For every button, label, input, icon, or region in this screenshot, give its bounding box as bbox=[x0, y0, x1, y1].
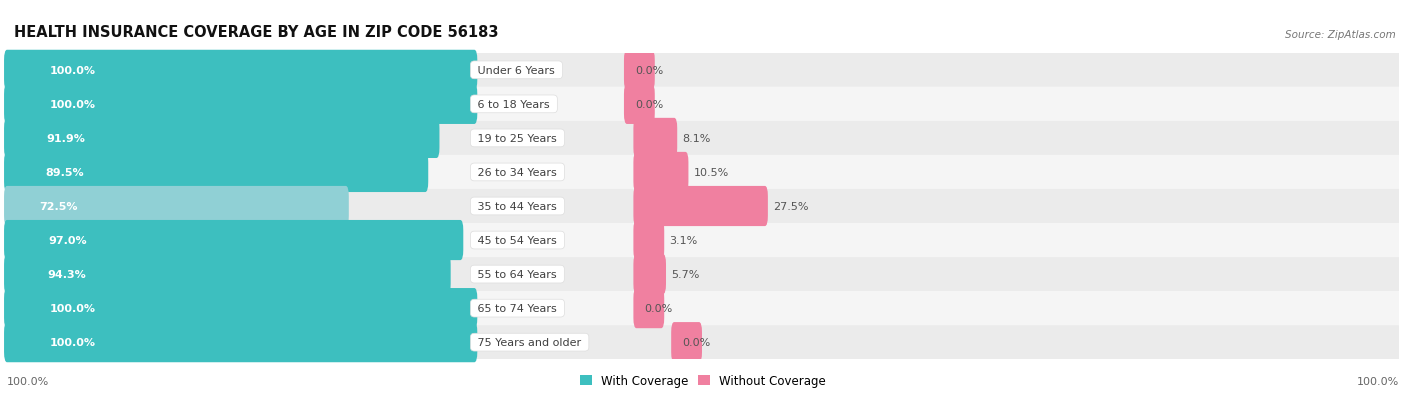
FancyBboxPatch shape bbox=[671, 322, 702, 362]
Text: 94.3%: 94.3% bbox=[48, 269, 86, 280]
Text: Source: ZipAtlas.com: Source: ZipAtlas.com bbox=[1285, 30, 1396, 40]
FancyBboxPatch shape bbox=[7, 54, 1399, 88]
FancyBboxPatch shape bbox=[4, 119, 440, 159]
FancyBboxPatch shape bbox=[7, 325, 1399, 359]
Text: 100.0%: 100.0% bbox=[49, 66, 96, 76]
FancyBboxPatch shape bbox=[4, 288, 477, 328]
Text: 10.5%: 10.5% bbox=[693, 168, 728, 178]
FancyBboxPatch shape bbox=[7, 223, 1399, 257]
Text: 55 to 64 Years: 55 to 64 Years bbox=[474, 269, 561, 280]
FancyBboxPatch shape bbox=[4, 221, 464, 261]
FancyBboxPatch shape bbox=[633, 186, 768, 227]
Text: 26 to 34 Years: 26 to 34 Years bbox=[474, 168, 561, 178]
Legend: With Coverage, Without Coverage: With Coverage, Without Coverage bbox=[579, 374, 827, 387]
Text: 5.7%: 5.7% bbox=[671, 269, 699, 280]
Text: 97.0%: 97.0% bbox=[48, 235, 87, 245]
FancyBboxPatch shape bbox=[624, 85, 655, 125]
Text: 0.0%: 0.0% bbox=[636, 100, 664, 109]
FancyBboxPatch shape bbox=[7, 292, 1399, 325]
FancyBboxPatch shape bbox=[624, 51, 655, 91]
Text: 100.0%: 100.0% bbox=[49, 337, 96, 347]
Text: 100.0%: 100.0% bbox=[7, 376, 49, 386]
FancyBboxPatch shape bbox=[4, 51, 477, 91]
Text: 6 to 18 Years: 6 to 18 Years bbox=[474, 100, 554, 109]
Text: 0.0%: 0.0% bbox=[636, 66, 664, 76]
Text: Under 6 Years: Under 6 Years bbox=[474, 66, 558, 76]
Text: 100.0%: 100.0% bbox=[49, 304, 96, 313]
FancyBboxPatch shape bbox=[7, 121, 1399, 156]
Text: 89.5%: 89.5% bbox=[45, 168, 84, 178]
Text: HEALTH INSURANCE COVERAGE BY AGE IN ZIP CODE 56183: HEALTH INSURANCE COVERAGE BY AGE IN ZIP … bbox=[14, 25, 499, 40]
Text: 0.0%: 0.0% bbox=[682, 337, 710, 347]
FancyBboxPatch shape bbox=[633, 288, 664, 328]
Text: 75 Years and older: 75 Years and older bbox=[474, 337, 585, 347]
Text: 100.0%: 100.0% bbox=[1357, 376, 1399, 386]
FancyBboxPatch shape bbox=[4, 152, 429, 192]
FancyBboxPatch shape bbox=[7, 190, 1399, 223]
FancyBboxPatch shape bbox=[633, 254, 666, 294]
Text: 0.0%: 0.0% bbox=[644, 304, 672, 313]
FancyBboxPatch shape bbox=[4, 322, 477, 362]
FancyBboxPatch shape bbox=[4, 85, 477, 125]
Text: 8.1%: 8.1% bbox=[682, 133, 710, 144]
Text: 65 to 74 Years: 65 to 74 Years bbox=[474, 304, 561, 313]
Text: 45 to 54 Years: 45 to 54 Years bbox=[474, 235, 561, 245]
Text: 100.0%: 100.0% bbox=[49, 100, 96, 109]
Text: 72.5%: 72.5% bbox=[39, 202, 77, 211]
Text: 3.1%: 3.1% bbox=[669, 235, 697, 245]
FancyBboxPatch shape bbox=[7, 88, 1399, 121]
FancyBboxPatch shape bbox=[4, 254, 451, 294]
FancyBboxPatch shape bbox=[4, 186, 349, 227]
Text: 19 to 25 Years: 19 to 25 Years bbox=[474, 133, 561, 144]
Text: 91.9%: 91.9% bbox=[46, 133, 86, 144]
Text: 27.5%: 27.5% bbox=[773, 202, 808, 211]
FancyBboxPatch shape bbox=[7, 156, 1399, 190]
FancyBboxPatch shape bbox=[633, 152, 689, 192]
FancyBboxPatch shape bbox=[7, 257, 1399, 292]
Text: 35 to 44 Years: 35 to 44 Years bbox=[474, 202, 561, 211]
FancyBboxPatch shape bbox=[633, 221, 664, 261]
FancyBboxPatch shape bbox=[633, 119, 678, 159]
